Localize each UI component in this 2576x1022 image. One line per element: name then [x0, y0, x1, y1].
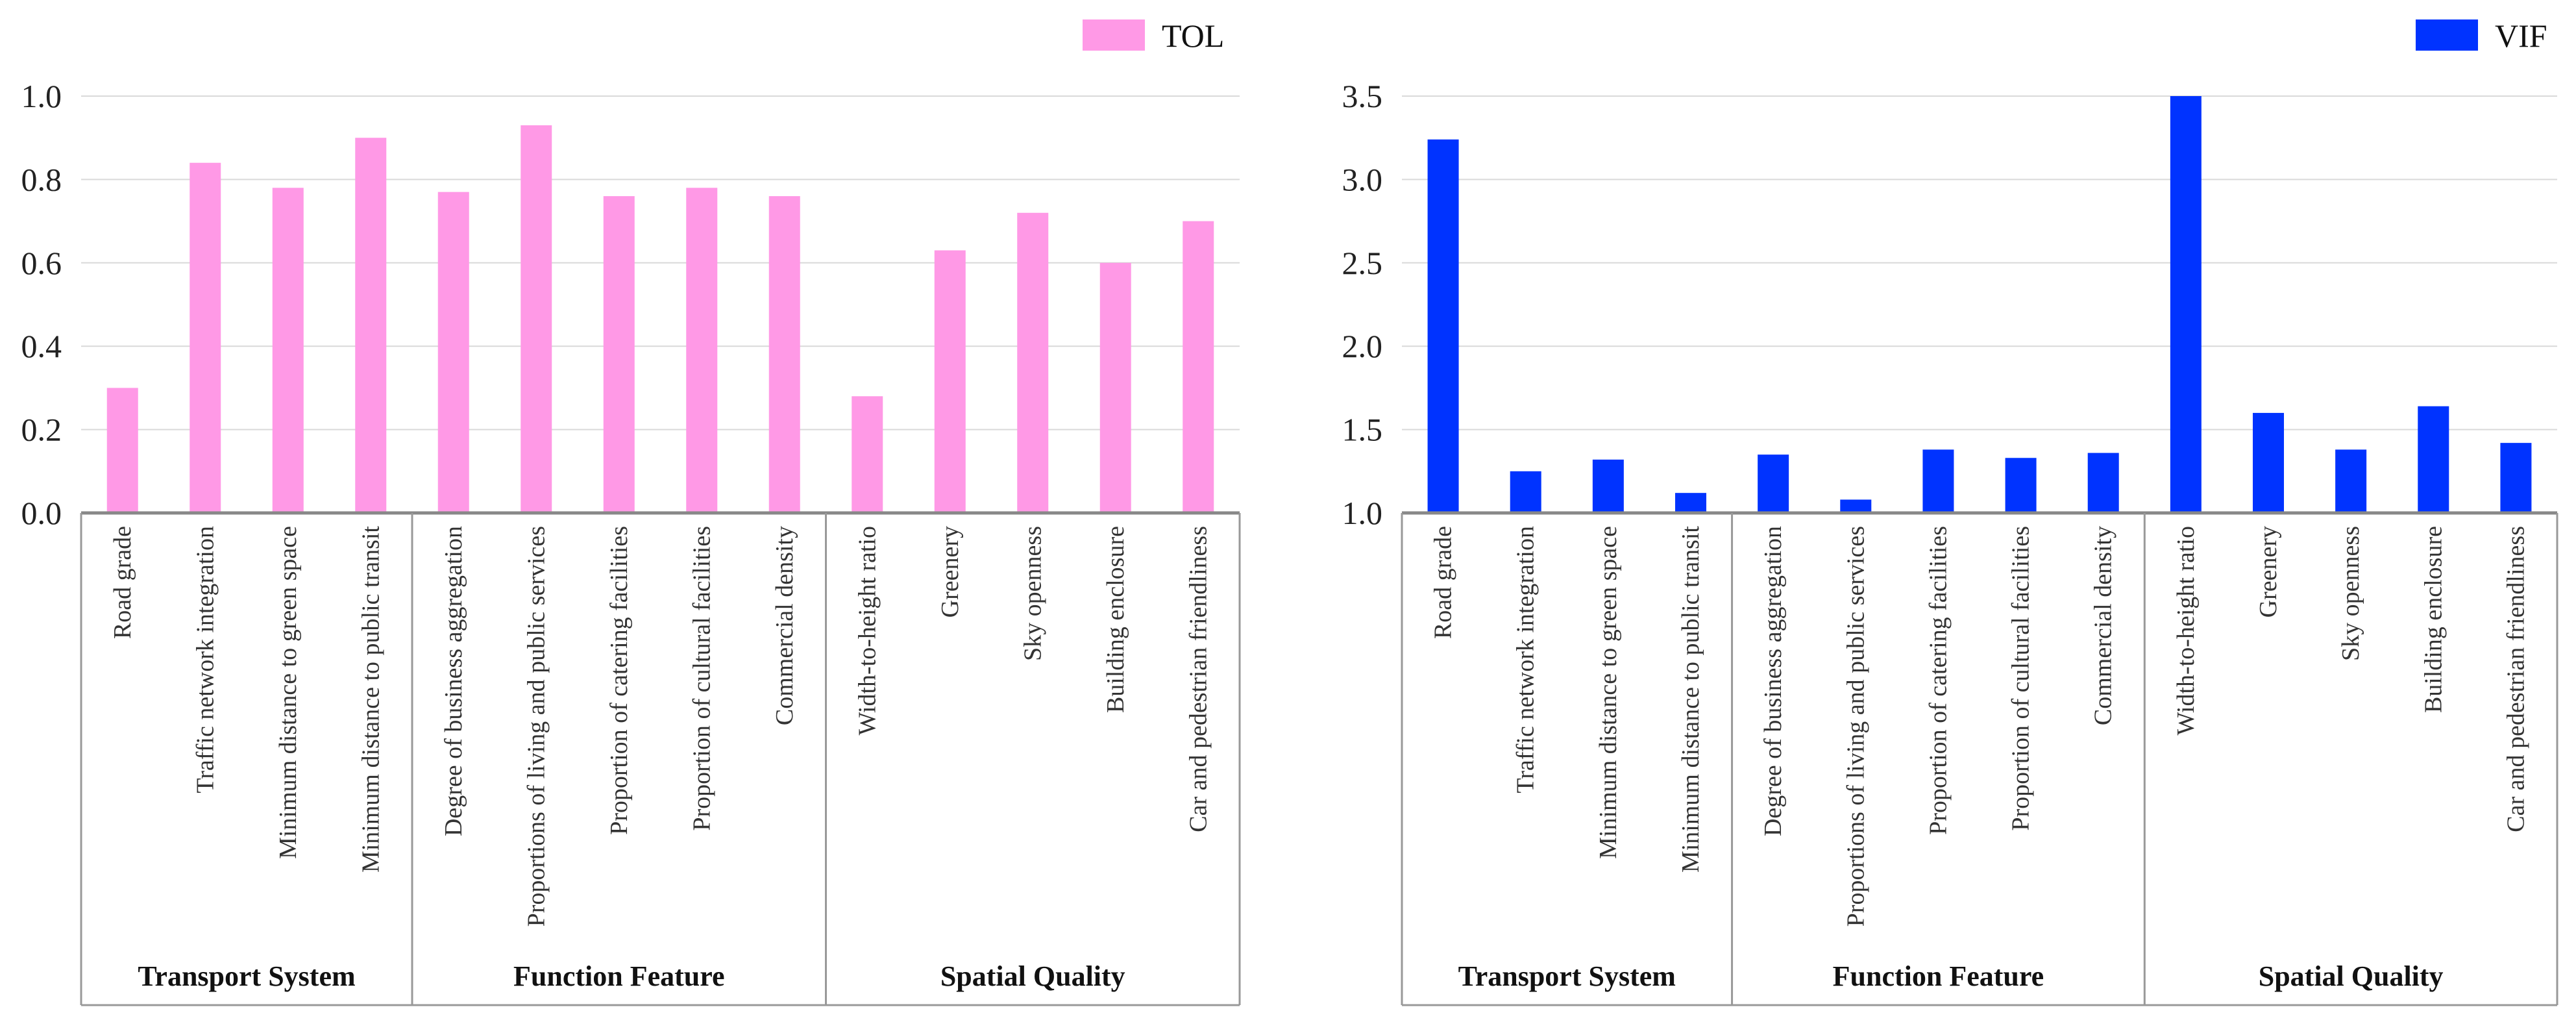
category-label: Minimum distance to public transit	[357, 526, 384, 873]
bar	[1840, 499, 1872, 513]
category-label: Road grade	[1430, 526, 1457, 639]
category-label: Width-to-height ratio	[2172, 526, 2200, 735]
y-tick-label: 1.0	[21, 78, 62, 114]
category-label: Greenery	[2255, 526, 2282, 617]
category-label: Sky openness	[1019, 526, 1046, 661]
category-label: Greenery	[937, 526, 964, 617]
group-label: Spatial Quality	[940, 960, 1125, 992]
bar	[852, 396, 883, 513]
y-tick-label: 0.2	[21, 412, 62, 448]
group-label: Transport System	[1458, 960, 1676, 992]
bar	[1510, 471, 1541, 513]
y-tick-label: 3.0	[1342, 161, 1383, 197]
y-tick-label: 1.5	[1342, 412, 1383, 448]
group-label: Spatial Quality	[2259, 960, 2444, 992]
category-label: Building enclosure	[1102, 526, 1129, 713]
bar	[521, 125, 552, 513]
y-tick-label: 0.4	[21, 328, 62, 364]
bar	[437, 192, 469, 513]
category-label: Proportion of catering facilities	[606, 526, 633, 835]
bar	[1183, 221, 1214, 513]
bar	[1099, 262, 1131, 513]
bar	[1592, 459, 1624, 513]
group-label: Function Feature	[513, 960, 725, 992]
group-label: Transport System	[138, 960, 355, 992]
bar	[2335, 449, 2367, 513]
y-tick-label: 1.0	[1342, 495, 1383, 531]
y-tick-label: 0.6	[21, 245, 62, 281]
category-label: Commercial density	[2090, 526, 2117, 725]
category-label: Proportion of cultural facilities	[688, 526, 715, 831]
category-label: Sky openness	[2337, 526, 2364, 661]
bar	[1922, 449, 1954, 513]
category-label: Traffic network integration	[1512, 526, 1539, 793]
bar	[1427, 139, 1459, 513]
category-label: Width-to-height ratio	[853, 526, 881, 735]
category-label: Traffic network integration	[191, 526, 219, 793]
bar	[2253, 412, 2284, 513]
category-label: Commercial density	[771, 526, 798, 725]
bar	[934, 250, 966, 513]
category-label: Minimum distance to green space	[275, 526, 302, 859]
category-label: Building enclosure	[2420, 526, 2447, 713]
bar	[355, 138, 387, 513]
y-tick-label: 2.0	[1342, 328, 1383, 364]
legend-swatch	[2416, 19, 2478, 51]
legend-swatch	[1083, 19, 1145, 51]
bar	[2087, 453, 2119, 513]
category-label: Proportions of living and public service…	[522, 526, 550, 927]
bar	[686, 188, 718, 513]
chart-2: 1.0 1.5 2.0 2.5 3.0 3.5 Road grade Traffic netw…	[1342, 18, 2558, 1006]
bar	[1017, 212, 1049, 513]
category-label: Minimum distance to green space	[1595, 526, 1622, 859]
bar	[2500, 443, 2532, 513]
category-label: Proportions of living and public service…	[1842, 526, 1869, 927]
chart-1: 0.0 0.2 0.4 0.6 0.8 1.0 Road grade Traffic netw…	[21, 18, 1241, 1006]
bar	[106, 388, 138, 513]
bar	[1675, 493, 1706, 513]
legend-label: TOL	[1162, 18, 1224, 54]
category-label: Proportion of catering facilities	[1924, 526, 1952, 835]
bar	[190, 162, 221, 514]
category-label: Degree of business aggregation	[1760, 526, 1787, 836]
category-label: Road grade	[109, 526, 136, 639]
group-label: Function Feature	[1833, 960, 2044, 992]
category-label: Proportion of cultural facilities	[2007, 526, 2035, 831]
category-label: Degree of business aggregation	[440, 526, 467, 836]
bar	[2005, 458, 2037, 513]
bar	[272, 188, 304, 513]
bar	[2170, 96, 2202, 513]
bar	[2418, 406, 2449, 513]
category-label: Minimum distance to public transit	[1677, 526, 1704, 873]
legend-label: VIF	[2495, 18, 2547, 54]
y-tick-label: 2.5	[1342, 245, 1383, 281]
category-label: Car and pedestrian friendliness	[1184, 526, 1212, 832]
bar	[1758, 455, 1789, 513]
bar	[603, 196, 635, 513]
y-tick-label: 0.0	[21, 495, 62, 531]
category-label: Car and pedestrian friendliness	[2502, 526, 2529, 832]
y-tick-label: 0.8	[21, 161, 62, 197]
y-tick-label: 3.5	[1342, 78, 1383, 114]
bar	[768, 196, 800, 513]
